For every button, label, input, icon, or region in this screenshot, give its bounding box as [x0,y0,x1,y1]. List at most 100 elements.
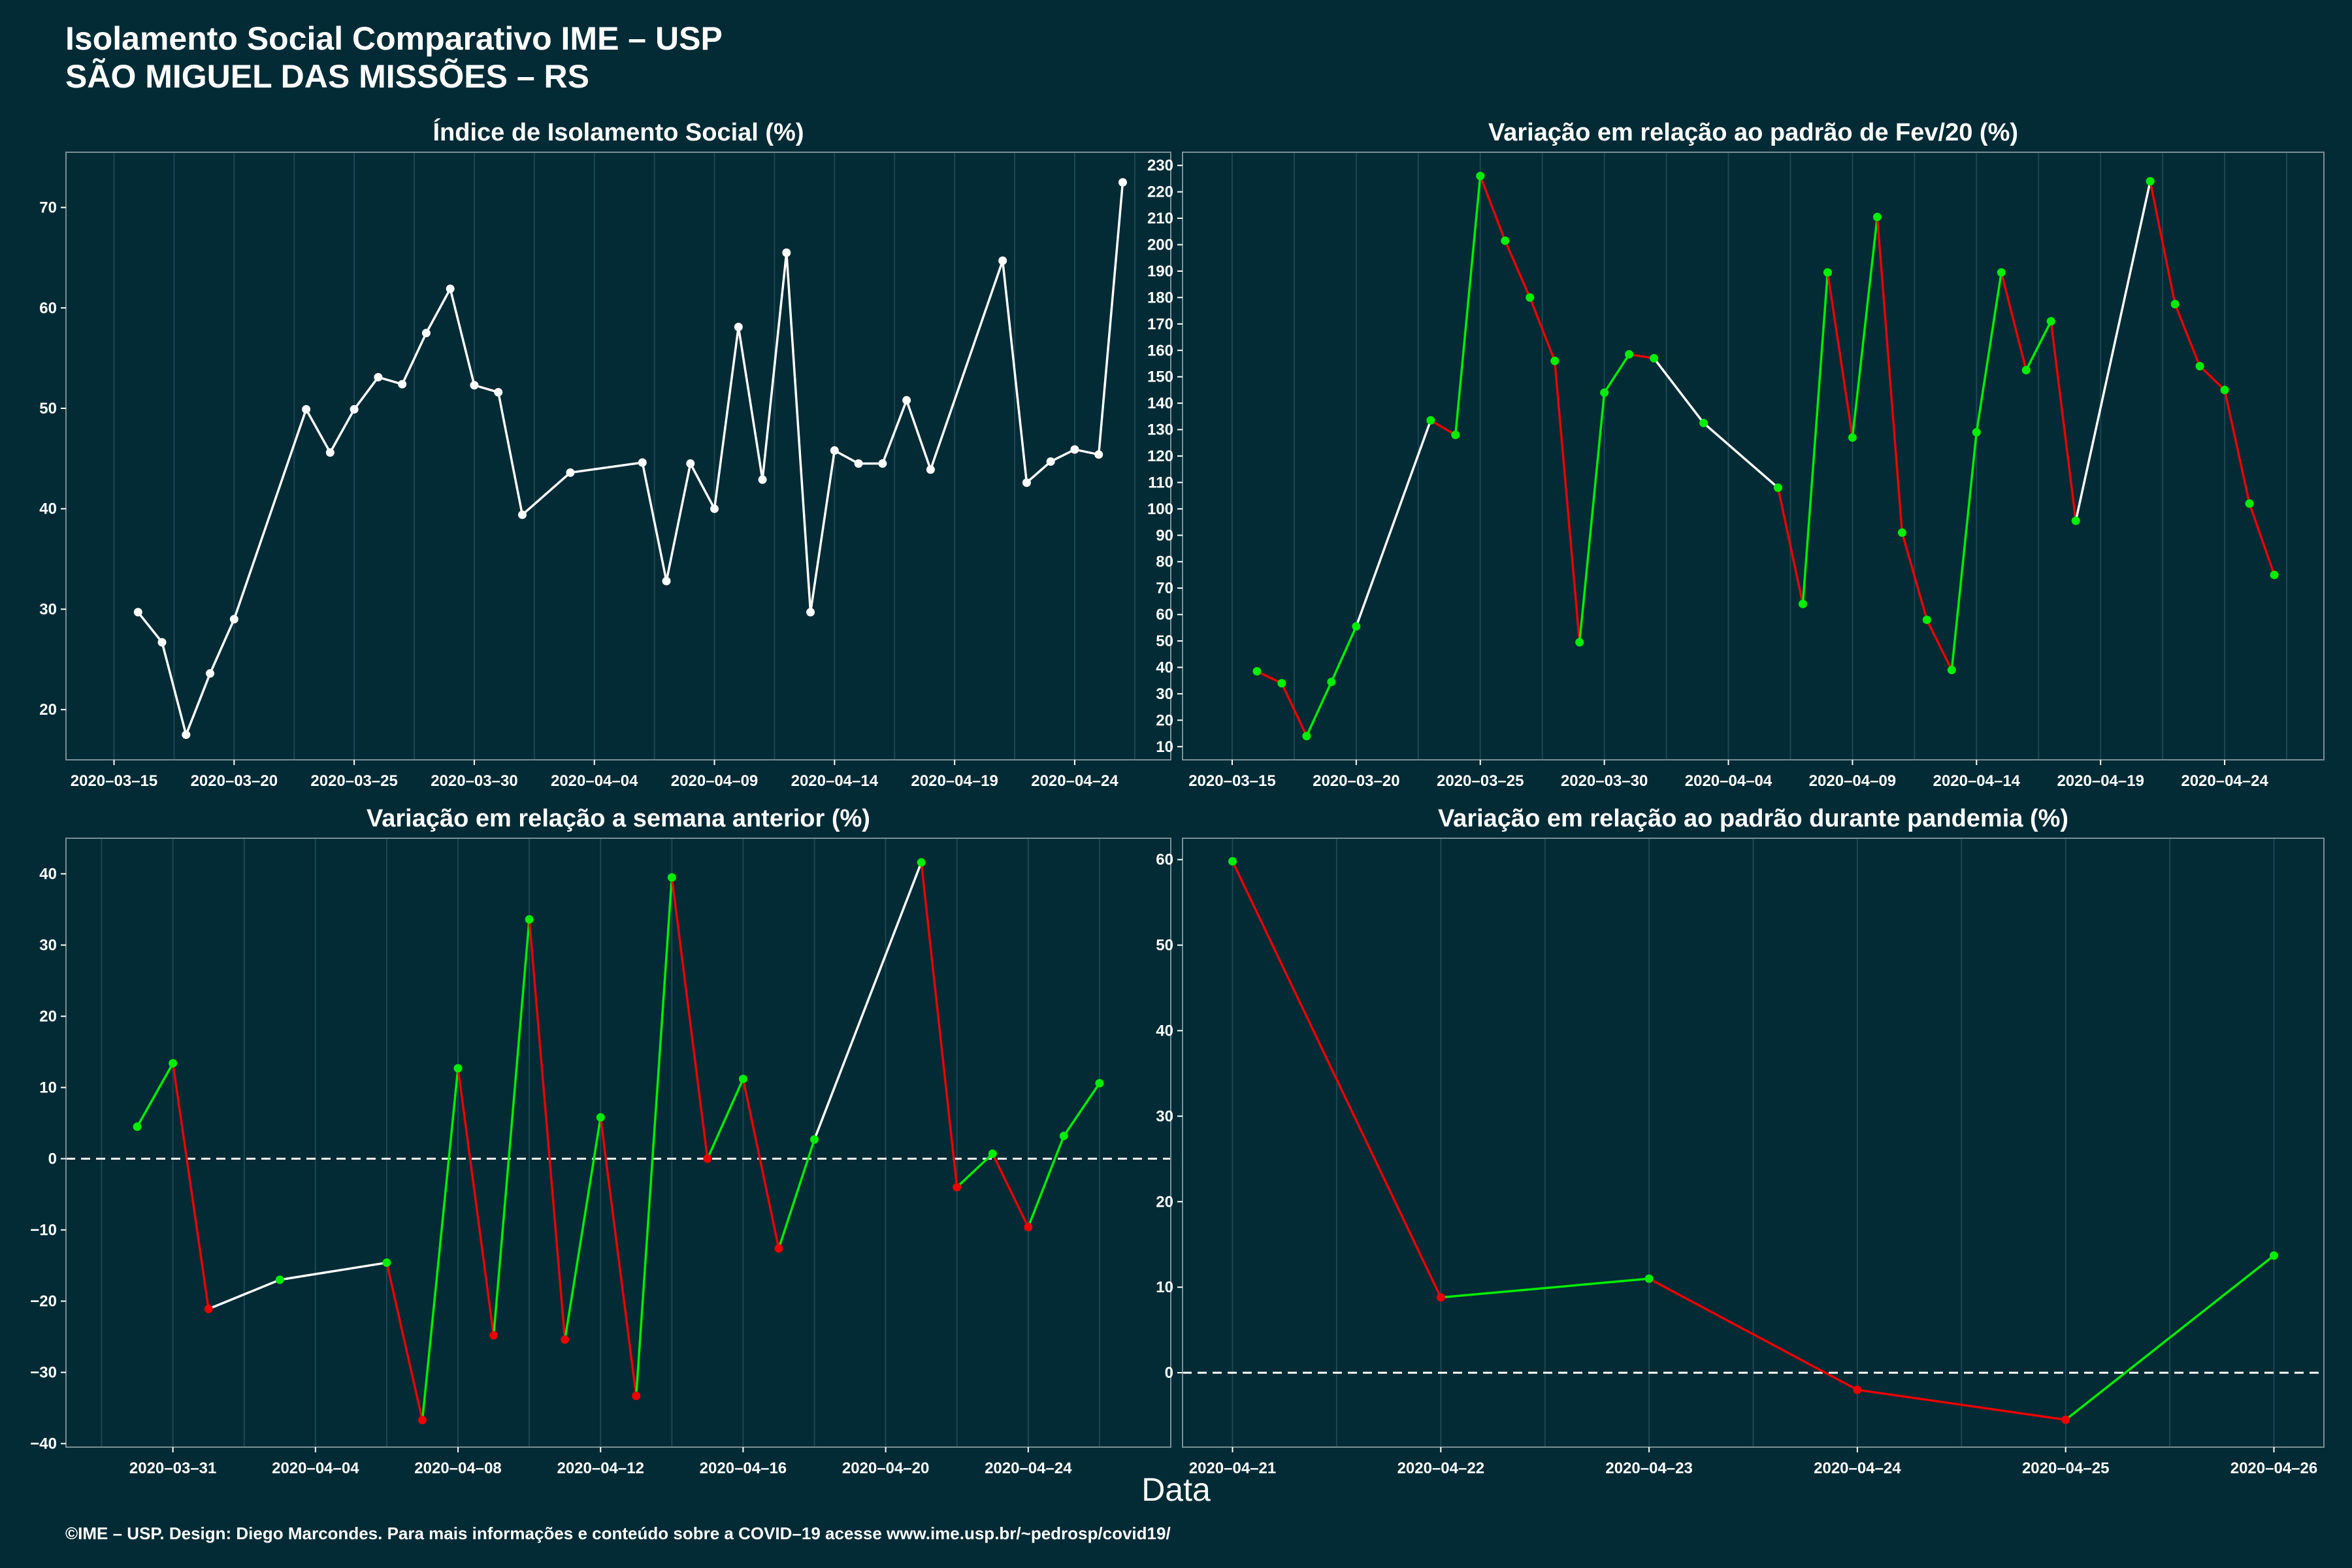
series-segment [1027,1135,1065,1228]
y-tick-label: 60 [1156,851,1173,869]
series-segment [635,877,674,1396]
y-tick-label: 40 [1156,659,1173,676]
series-segment [1504,240,1531,299]
data-point [561,1335,570,1344]
data-point [421,329,431,338]
series-segment [305,408,331,453]
data-point [806,608,815,617]
x-tick-label: 2020–04–04 [1685,772,1772,790]
x-tick-label: 2020–03–20 [191,772,278,790]
data-point [1024,1222,1033,1232]
x-tick-label: 2020–04–08 [414,1460,501,1477]
data-point [1600,388,1609,397]
y-tick-label: 30 [39,600,57,618]
data-point [350,405,359,414]
data-point [1501,236,1510,245]
data-point [667,873,676,882]
data-point [830,446,839,455]
series-segment [713,327,740,509]
data-point [917,858,926,867]
data-point [1947,666,1956,675]
series-segment [353,376,380,410]
data-point [1476,171,1485,180]
data-point [953,1183,962,1192]
series-segment [2223,389,2251,504]
series-segment [449,288,476,386]
series-segment [233,408,308,620]
x-tick-label: 2020–04–04 [272,1460,359,1477]
data-point [494,387,503,397]
y-tick-label: 30 [1156,685,1173,703]
series-segment [1950,432,1978,670]
data-point [417,1416,427,1425]
chart-subtitle: SÃO MIGUEL DAS MISSÕES – RS [65,58,590,95]
series-segment [706,1078,745,1160]
data-point [662,576,671,585]
data-point [1059,1132,1068,1141]
series-segment [920,862,958,1188]
series-segment [563,1117,602,1340]
panel-2: Variação em relação ao padrão de Fev/20 … [1147,119,2325,790]
series-segment [280,1261,387,1281]
data-point [302,405,311,414]
data-point [2269,1251,2278,1260]
series-segment [136,1062,174,1128]
data-point [1426,416,1435,425]
series-segment [1231,860,1442,1298]
y-tick-label: −30 [30,1364,57,1382]
chart-title: Isolamento Social Comparativo IME – USP [65,20,723,57]
data-point [596,1113,605,1122]
y-tick-label: 40 [39,866,57,883]
x-tick-label: 2020–03–15 [71,772,157,790]
data-point [854,459,863,468]
x-axis-label: Data [1141,1471,1211,1508]
series-segment [1305,681,1333,737]
plot-background [1183,152,2324,760]
data-point [169,1058,178,1068]
data-point [157,638,167,647]
x-tick-label: 2020–04–23 [1605,1460,1692,1477]
y-tick-label: 50 [1156,937,1173,955]
data-point [1451,431,1460,440]
panel-title: Variação em relação a semana anterior (%… [367,805,870,832]
y-tick-label: 30 [39,937,57,955]
panel-title: Variação em relação ao padrão de Fev/20 … [1488,119,2018,146]
x-tick-label: 2020–03–31 [129,1460,216,1477]
series-segment [881,400,908,465]
x-tick-label: 2020–03–20 [1313,772,1399,790]
data-point [1070,445,1079,454]
y-tick-label: −40 [30,1435,57,1453]
x-tick-label: 2020–03–25 [1437,772,1524,790]
data-point [133,608,142,617]
data-point [758,475,767,484]
y-tick-label: 20 [1156,711,1173,729]
data-point [632,1392,641,1401]
y-tick-label: 170 [1147,316,1173,333]
y-tick-label: 160 [1147,342,1173,359]
series-segment [497,392,524,515]
x-tick-label: 2020–04–24 [1814,1460,1901,1477]
series-segment [1851,216,1879,438]
panel-border [1182,838,2325,1448]
series-segment [425,288,451,334]
data-point [1277,679,1286,688]
data-point [1436,1293,1445,1302]
series-segment [385,1262,424,1420]
data-point [182,730,191,740]
series-segment [2025,320,2052,371]
y-tick-label: 100 [1147,500,1173,518]
series-segment [929,260,1004,470]
y-tick-label: 40 [1156,1022,1173,1040]
y-tick-label: 20 [1156,1193,1173,1211]
y-tick-label: 0 [1165,1364,1173,1382]
series-segment [1454,176,1482,435]
series-segment [2149,181,2176,304]
data-point [1118,178,1127,187]
data-point [1526,293,1535,302]
x-tick-label: 2020–04–24 [985,1460,1072,1477]
series-segment [737,327,764,480]
series-segment [1653,357,1705,424]
data-point [782,248,791,257]
panel-3: Variação em relação a semana anterior (%… [30,805,1171,1477]
